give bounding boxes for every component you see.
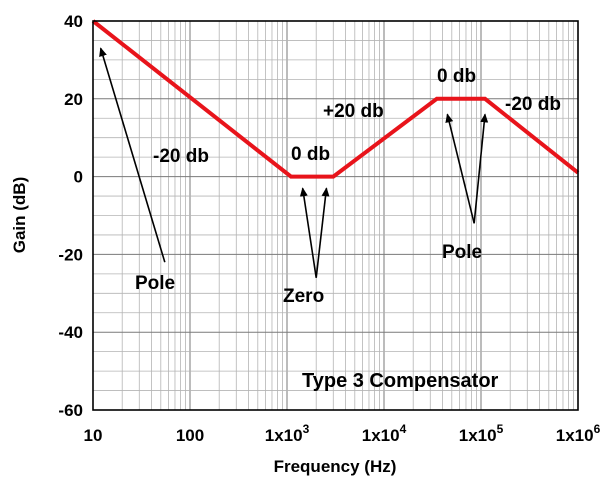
x-tick-label: 10 — [84, 426, 103, 445]
x-axis-title: Frequency (Hz) — [274, 457, 397, 476]
x-tick-labels: 10 100 1x103 1x104 1x105 1x106 — [84, 422, 601, 445]
annotation-pole-left: Pole — [135, 273, 175, 294]
annotation-flat-zero-left: 0 db — [291, 144, 330, 165]
annotation-arrow-5 — [473, 113, 489, 224]
chart-caption: Type 3 Compensator — [302, 370, 499, 392]
y-tick-label: -20 — [58, 245, 83, 264]
annotation-pole-right: Pole — [442, 242, 482, 263]
annotation-arrows — [99, 47, 489, 278]
plot-frame — [92, 20, 579, 411]
annotation-arrow-3 — [315, 187, 330, 278]
x-tick-label: 1x105 — [459, 422, 504, 445]
grid — [93, 21, 578, 410]
y-tick-label: 0 — [74, 168, 83, 187]
annotation-flat-zero-top: 0 db — [437, 66, 476, 87]
annotation-slope-minus-right: -20 db — [505, 94, 561, 115]
x-tick-label: 1x106 — [556, 422, 601, 445]
annotation-arrow-1 — [99, 47, 166, 263]
y-tick-labels: 40 20 0 -20 -40 -60 — [58, 12, 83, 420]
annotation-zero: Zero — [283, 286, 324, 307]
x-tick-label: 1x103 — [265, 422, 310, 445]
x-tick-label: 1x104 — [362, 422, 407, 445]
series-layer — [91, 19, 580, 179]
y-tick-label: 20 — [64, 90, 83, 109]
annotation-slope-plus: +20 db — [323, 101, 384, 122]
y-axis-title: Gain (dB) — [10, 177, 29, 254]
series-line-1 — [91, 19, 580, 179]
annotation-arrow-4 — [445, 113, 475, 224]
y-tick-label: 40 — [64, 12, 83, 31]
x-tick-label: 100 — [176, 426, 204, 445]
annotation-arrow-2 — [299, 187, 317, 278]
y-tick-label: -40 — [58, 323, 83, 342]
annotation-slope-minus-left: -20 db — [153, 146, 209, 167]
y-tick-label: -60 — [58, 401, 83, 420]
